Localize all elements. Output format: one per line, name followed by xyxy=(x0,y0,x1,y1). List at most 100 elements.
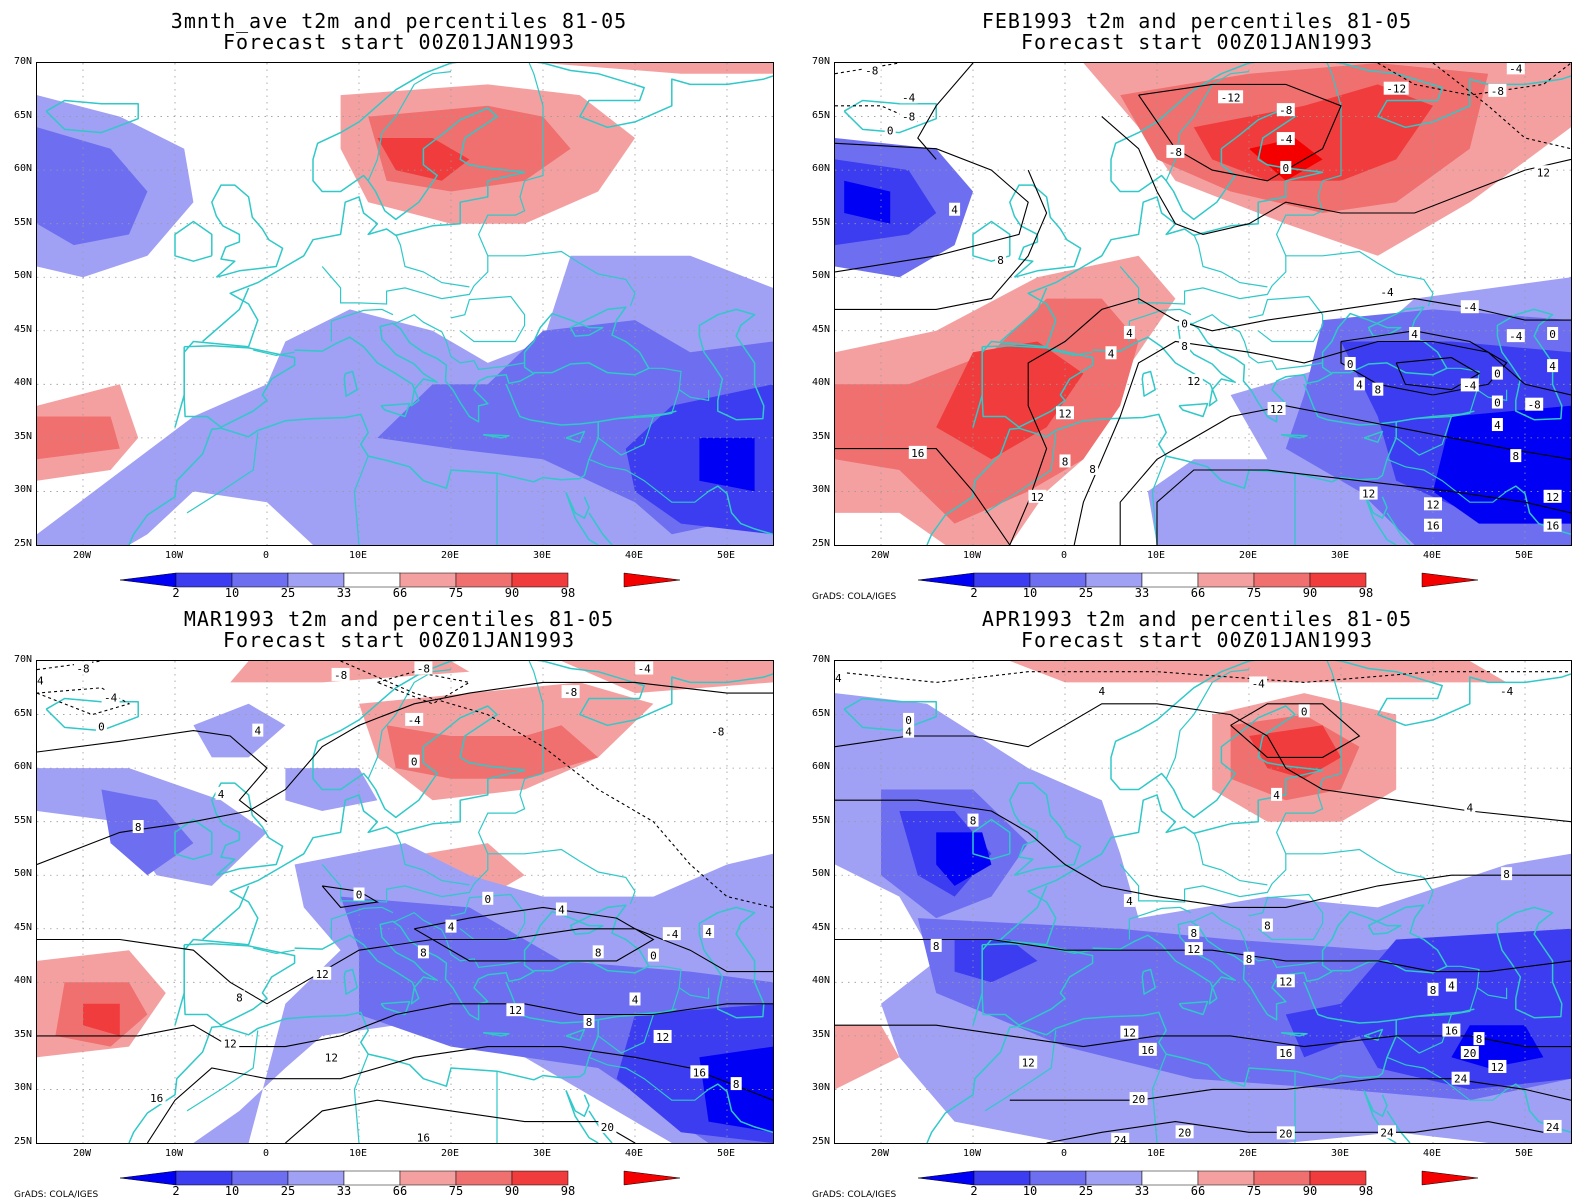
latitude-label: 40N xyxy=(13,975,32,987)
latitude-label: 70N xyxy=(811,654,830,665)
coastline xyxy=(1340,63,1571,129)
coastline xyxy=(45,99,139,134)
latitude-label: 60N xyxy=(13,163,32,175)
contour-label-text: 8 xyxy=(933,940,940,953)
contour-label-text: 0 xyxy=(1494,397,1501,410)
country-border xyxy=(1190,313,1323,370)
colorbar-arrow-high xyxy=(1421,1170,1479,1186)
contour-label: 8 xyxy=(1059,454,1071,468)
colorbar-label: 33 xyxy=(336,586,352,600)
longitude-label: 50E xyxy=(716,1148,736,1159)
contour-label-text: 24 xyxy=(1454,1073,1468,1086)
contour-label: 12 xyxy=(1028,489,1047,504)
country-border xyxy=(1322,148,1342,182)
longitude-label: 20E xyxy=(440,1148,460,1159)
contour-label: -8 xyxy=(414,661,433,675)
country-border xyxy=(321,778,526,903)
contour-label: 8 xyxy=(730,1077,742,1091)
contour-label-bg xyxy=(1491,395,1503,409)
contour-label: 0 xyxy=(95,719,107,733)
contour-label: -8 xyxy=(331,667,350,682)
grads-credit: GrADS: COLA/IGES xyxy=(812,1190,897,1200)
contour-label-text: 12 xyxy=(316,968,329,981)
country-border xyxy=(1285,848,1434,905)
contour-label-bg xyxy=(1267,401,1286,415)
coastline xyxy=(972,661,1341,1026)
contour-label-bg xyxy=(1123,325,1135,339)
panel-3month-average: 3mnth_ave t2m and percentiles 81-05 Forec… xyxy=(0,0,798,600)
percentile-shading xyxy=(386,725,599,779)
temperature-contour xyxy=(1046,1121,1544,1143)
contour-label-bg xyxy=(690,1065,709,1079)
contour-label-bg xyxy=(1501,867,1513,881)
contour-label-bg xyxy=(414,1130,433,1143)
coastline xyxy=(708,485,773,536)
contour-label-text: 4 xyxy=(558,903,565,916)
contour-label: -4 xyxy=(1249,676,1268,690)
colorbar-box xyxy=(1309,1170,1367,1186)
country-border xyxy=(1395,416,1452,456)
contour-label-bg xyxy=(1473,1032,1485,1046)
contour-label-text: 16 xyxy=(1279,1047,1292,1060)
contour-label-bg xyxy=(1028,489,1047,503)
colorbar-label: 10 xyxy=(1022,1184,1038,1198)
country-border xyxy=(253,947,295,955)
colorbar-box xyxy=(511,572,569,588)
contour-label-bg xyxy=(1383,81,1409,95)
contour-label-bg xyxy=(703,924,715,938)
percentile-shading xyxy=(835,1025,900,1090)
contour-label-text: 8 xyxy=(1476,1033,1483,1046)
contour-label-text: 8 xyxy=(1512,450,1519,463)
coastline xyxy=(174,63,543,428)
country-border xyxy=(597,416,654,456)
contour-label-bg xyxy=(215,786,227,800)
contour-label: -4 xyxy=(101,690,120,704)
contour-label-bg xyxy=(405,712,424,726)
contour-label-text: 0 xyxy=(1494,368,1501,381)
longitude-label: 20E xyxy=(440,550,460,561)
contour-label: 0 xyxy=(482,891,494,906)
country-border xyxy=(598,367,682,423)
contour-label-bg xyxy=(930,938,942,952)
grads-credit: GrADS: COLA/IGES xyxy=(812,592,897,602)
coastline xyxy=(294,306,650,423)
contour-label-text: -4 xyxy=(37,674,44,687)
coastline xyxy=(972,818,1011,860)
colorbar-box xyxy=(343,572,401,588)
contour-label-text: -8 xyxy=(1528,399,1541,412)
country-border xyxy=(321,180,526,305)
contour-label: 8 xyxy=(1501,867,1513,881)
coastline xyxy=(972,63,1341,428)
percentile-shading xyxy=(561,661,773,694)
country-border xyxy=(678,389,710,402)
coastline xyxy=(1178,1000,1209,1016)
coastline xyxy=(45,697,139,732)
coastline xyxy=(128,384,599,545)
contour-label: 8 xyxy=(1188,926,1200,940)
contour-label: 8 xyxy=(967,813,979,828)
contour-label: -4 xyxy=(835,671,844,685)
country-border xyxy=(353,1053,369,1143)
coastline xyxy=(1092,904,1448,1021)
country-border xyxy=(1128,906,1192,940)
country-border xyxy=(330,906,394,940)
contour-label-text: -4 xyxy=(1279,133,1293,146)
contour-label: 4 xyxy=(1123,893,1135,908)
contour-label-text: 0 xyxy=(1347,358,1354,371)
contour-label-text: 8 xyxy=(420,946,427,959)
colorbar-arrow-low xyxy=(119,572,177,588)
contour-label-bg xyxy=(1424,497,1442,511)
country-border xyxy=(1326,63,1342,149)
contour-label-bg xyxy=(1059,454,1071,468)
contour-label-text: 20 xyxy=(601,1121,614,1134)
coastline xyxy=(981,345,1094,428)
contour-label-text: -12 xyxy=(1386,83,1406,96)
country-border xyxy=(1051,349,1093,357)
coastline xyxy=(1092,306,1448,423)
country-border xyxy=(1326,661,1342,747)
contour-label-bg xyxy=(408,754,420,768)
contour-label: 0 xyxy=(1344,356,1356,371)
colorbar-box xyxy=(1253,1170,1311,1186)
contour-label-bg xyxy=(1179,338,1191,352)
temperature-contour xyxy=(835,1024,1571,1048)
